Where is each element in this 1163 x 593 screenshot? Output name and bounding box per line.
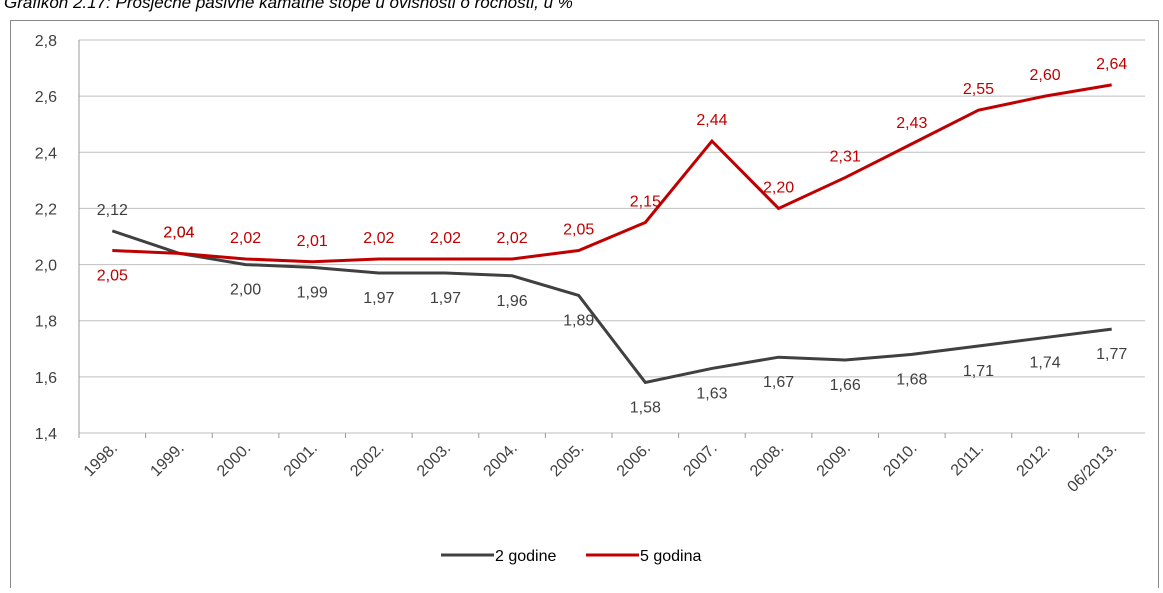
data-label: 2,02 bbox=[363, 230, 394, 247]
x-tick-label: 2000. bbox=[214, 440, 254, 480]
x-tick-label: 2005. bbox=[547, 440, 587, 480]
x-tick-label: 2004. bbox=[481, 440, 521, 480]
data-label: 2,05 bbox=[97, 268, 128, 285]
data-label: 2,20 bbox=[763, 179, 794, 196]
data-label: 1,89 bbox=[563, 312, 594, 329]
y-tick-label: 1,8 bbox=[35, 314, 57, 331]
series-line bbox=[112, 83, 1112, 264]
data-label: 1,74 bbox=[1029, 355, 1060, 372]
y-tick-label: 2,6 bbox=[35, 89, 57, 106]
x-tick-label: 1999. bbox=[147, 440, 187, 480]
data-label: 1,67 bbox=[763, 374, 794, 391]
data-label: 1,68 bbox=[896, 371, 927, 388]
data-label: 1,77 bbox=[1096, 346, 1127, 363]
data-label: 2,04 bbox=[163, 224, 194, 241]
y-tick-label: 2,0 bbox=[35, 258, 57, 275]
legend-label: 2 godine bbox=[495, 548, 556, 565]
x-tick-label: 2006. bbox=[614, 440, 654, 480]
y-tick-label: 2,8 bbox=[35, 33, 57, 50]
data-label: 2,60 bbox=[1029, 67, 1060, 84]
legend-label: 5 godina bbox=[640, 548, 701, 565]
x-tick-label: 2007. bbox=[680, 440, 720, 480]
data-label: 2,04 bbox=[163, 224, 194, 241]
y-tick-label: 2,2 bbox=[35, 201, 57, 218]
data-label: 2,64 bbox=[1096, 56, 1127, 73]
data-label: 2,02 bbox=[230, 230, 261, 247]
data-label: 2,05 bbox=[563, 222, 594, 239]
data-label: 1,96 bbox=[496, 293, 527, 310]
data-label: 1,66 bbox=[830, 377, 861, 394]
data-label: 2,44 bbox=[696, 112, 727, 129]
data-label: 2,02 bbox=[430, 230, 461, 247]
x-tick-label: 2003. bbox=[414, 440, 454, 480]
x-tick-label: 2001. bbox=[281, 440, 321, 480]
data-label: 1,99 bbox=[297, 284, 328, 301]
y-tick-label: 1,4 bbox=[35, 426, 57, 443]
x-tick-label: 2011. bbox=[948, 440, 987, 479]
x-tick-label: 1998. bbox=[81, 440, 121, 480]
x-tick-label: 06/2013. bbox=[1064, 440, 1120, 496]
series-line bbox=[111, 229, 1112, 385]
data-label: 2,55 bbox=[963, 81, 994, 98]
y-tick-label: 2,4 bbox=[35, 145, 57, 162]
data-label: 1,97 bbox=[363, 290, 394, 307]
y-tick-label: 1,6 bbox=[35, 370, 57, 387]
data-label: 2,02 bbox=[496, 230, 527, 247]
x-tick-label: 2002. bbox=[347, 440, 387, 480]
x-tick-label: 2012. bbox=[1014, 440, 1054, 480]
x-tick-label: 2009. bbox=[814, 440, 854, 480]
data-label: 1,97 bbox=[430, 290, 461, 307]
data-label: 2,00 bbox=[230, 282, 261, 299]
data-label: 1,71 bbox=[963, 363, 994, 380]
data-label: 2,43 bbox=[896, 115, 927, 132]
data-label: 2,12 bbox=[97, 202, 128, 219]
data-label: 1,58 bbox=[630, 399, 661, 416]
data-label: 2,01 bbox=[297, 233, 328, 250]
data-label: 2,31 bbox=[830, 149, 861, 166]
x-tick-label: 2008. bbox=[747, 440, 787, 480]
data-label: 1,63 bbox=[696, 385, 727, 402]
x-tick-label: 2010. bbox=[880, 440, 920, 480]
chart-title: Grafikon 2.17: Prosječne pasivne kamatne… bbox=[4, 0, 573, 12]
data-label: 2,15 bbox=[630, 193, 661, 210]
